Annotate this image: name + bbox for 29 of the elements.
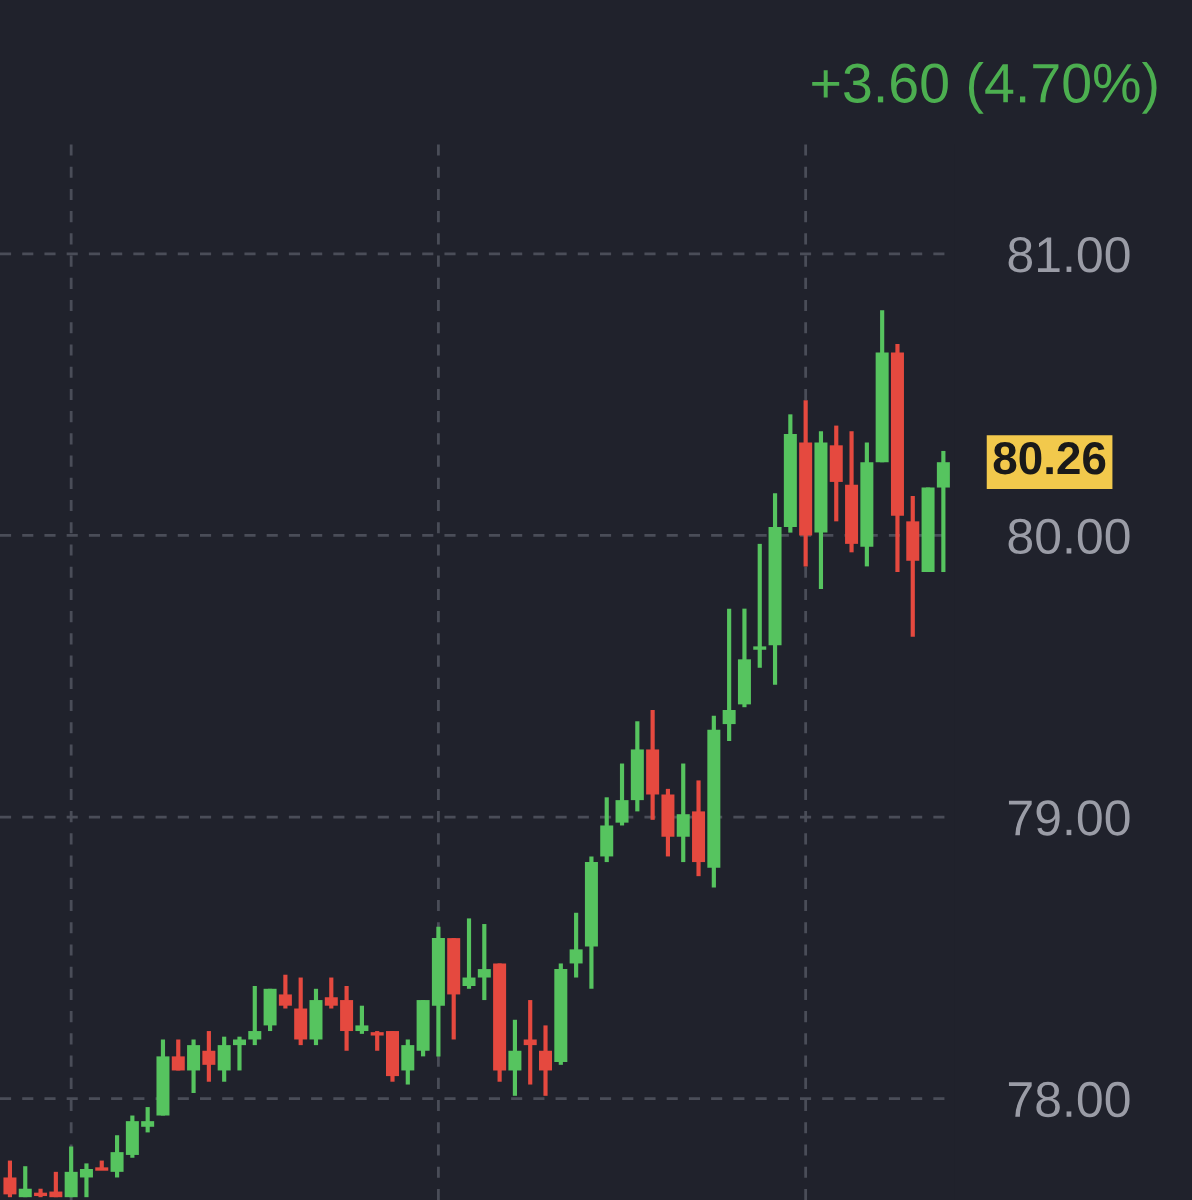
text: +3.60 (4.70%) <box>812 62 1157 114</box>
candlestick <box>569 912 583 978</box>
candlestick <box>18 1166 32 1198</box>
text: 80.26 <box>993 442 1106 475</box>
candlestick <box>676 763 690 863</box>
candlestick <box>539 1025 553 1096</box>
candlestick <box>355 1005 369 1034</box>
candlestick <box>278 974 292 1009</box>
candlestick <box>232 1036 246 1071</box>
candlestick <box>202 1031 216 1082</box>
candlestick <box>79 1163 93 1198</box>
candlestick <box>110 1135 124 1178</box>
candlestick <box>615 763 629 826</box>
candlestick <box>722 608 736 741</box>
candlestick <box>753 543 767 668</box>
candlestick <box>370 1031 384 1051</box>
y-tick-label: 78.00 <box>1008 1081 1130 1118</box>
y-tick-label: 81.00 <box>1008 237 1130 273</box>
candlestick <box>171 1039 185 1071</box>
candlestick <box>508 1019 522 1096</box>
candlestick <box>477 924 491 1001</box>
candlestick <box>462 918 476 989</box>
candlestick <box>141 1107 155 1133</box>
y-tick-label: 80.00 <box>1008 518 1130 555</box>
y-tick-label: 79.00 <box>1008 800 1130 836</box>
candlestick <box>3 1160 17 1198</box>
candlestick <box>324 977 338 1009</box>
candlestick <box>248 985 262 1046</box>
candlestick <box>523 1000 537 1085</box>
